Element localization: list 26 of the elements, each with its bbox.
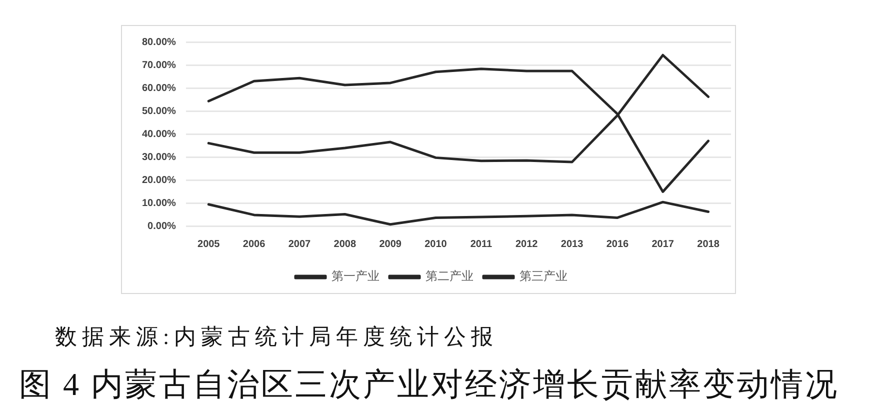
x-tick-label: 2008: [334, 238, 356, 250]
x-tick-label: 2016: [606, 238, 629, 250]
x-tick-label: 2009: [379, 238, 402, 250]
legend-label: 第一产业: [332, 269, 380, 284]
x-tick-label: 2017: [652, 238, 674, 250]
source-note: 数据来源:内蒙古统计局年度统计公报: [55, 323, 498, 351]
x-tick-label: 2012: [515, 238, 538, 250]
legend-label: 第二产业: [426, 269, 474, 284]
x-tick-label: 2005: [198, 238, 220, 250]
y-tick-label: 80.00%: [142, 36, 176, 48]
x-tick-label: 2006: [242, 238, 266, 250]
y-tick-label: 40.00%: [142, 128, 176, 140]
x-tick-label: 2007: [288, 238, 312, 250]
text: 图 4 内蒙古自治区三次产业对经济增长贡献率变动情况: [19, 365, 839, 404]
y-tick-label: 20.00%: [142, 174, 176, 186]
x-tick-label: 2018: [697, 238, 720, 250]
y-tick-label: 70.00%: [142, 60, 176, 71]
x-tick-label: 2010: [424, 238, 448, 250]
x-tick-label: 2013: [560, 238, 584, 250]
y-tick-label: 60.00%: [142, 82, 176, 94]
x-tick-label: 2011: [470, 238, 492, 250]
legend-label: 第三产业: [520, 269, 568, 284]
y-tick-label: 50.00%: [142, 106, 176, 117]
y-tick-label: 0.00%: [148, 220, 176, 232]
y-tick-label: 10.00%: [142, 198, 176, 209]
y-tick-label: 30.00%: [142, 152, 176, 163]
